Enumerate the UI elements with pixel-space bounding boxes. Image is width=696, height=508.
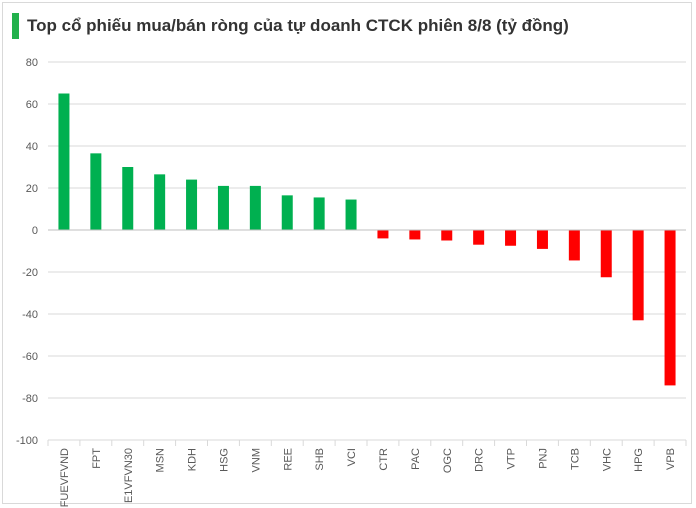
bar-ree (281, 195, 293, 230)
bar-vpb (664, 230, 676, 386)
bar-hsg (217, 185, 229, 230)
bar-fuevfvnd (58, 93, 70, 230)
x-tick-label: OGC (442, 448, 454, 473)
bar-fpt (90, 153, 102, 230)
y-tick-label: -20 (22, 267, 38, 279)
y-tick-label: 40 (26, 141, 38, 153)
x-tick-label: PNJ (537, 448, 549, 469)
x-tick-label: MSN (155, 448, 167, 473)
bar-pnj (536, 230, 548, 249)
bar-ctr (377, 230, 389, 239)
bar-vtp (505, 230, 517, 246)
x-tick-label: PAC (410, 448, 422, 470)
y-tick-label: -40 (22, 309, 38, 321)
title-accent-bar (12, 13, 19, 39)
y-tick-label: -100 (16, 435, 38, 447)
x-tick-label: HSG (218, 448, 230, 472)
x-tick-label: DRC (474, 448, 486, 472)
x-tick-label: CTR (378, 448, 390, 471)
bar-drc (473, 230, 485, 245)
bar-pac (409, 230, 421, 240)
x-tick-label: VNM (250, 448, 262, 472)
bar-ogc (441, 230, 453, 241)
y-tick-label: 20 (26, 183, 38, 195)
x-tick-label: FPT (91, 448, 103, 469)
bar-vci (345, 199, 357, 230)
y-tick-label: 60 (26, 99, 38, 111)
x-tick-label: VPB (665, 448, 677, 470)
y-tick-label: 0 (32, 225, 38, 237)
chart-title: Top cổ phiếu mua/bán ròng của tự doanh C… (27, 16, 569, 35)
bar-hpg (632, 230, 644, 321)
x-tick-label: KDH (187, 448, 199, 471)
bar-vnm (249, 185, 261, 230)
x-tick-label: TCB (569, 448, 581, 470)
y-tick-label: -60 (22, 351, 38, 363)
bar-shb (313, 197, 325, 230)
x-tick-label: E1VFVN30 (123, 448, 135, 503)
x-tick-label: VHC (601, 448, 613, 471)
y-tick-label: -80 (22, 393, 38, 405)
x-tick-label: REE (282, 448, 294, 471)
x-tick-label: FUEVFVND (59, 448, 71, 507)
x-tick-label: VTP (506, 448, 518, 469)
x-tick-label: VCI (346, 448, 358, 466)
bar-tcb (568, 230, 580, 261)
bar-e1vfvn30 (122, 167, 134, 230)
x-tick-label: HPG (633, 448, 645, 472)
y-tick-label: 80 (26, 57, 38, 69)
bar-msn (154, 174, 166, 230)
x-tick-label: SHB (314, 448, 326, 471)
bar-vhc (600, 230, 612, 278)
bar-kdh (186, 179, 198, 230)
